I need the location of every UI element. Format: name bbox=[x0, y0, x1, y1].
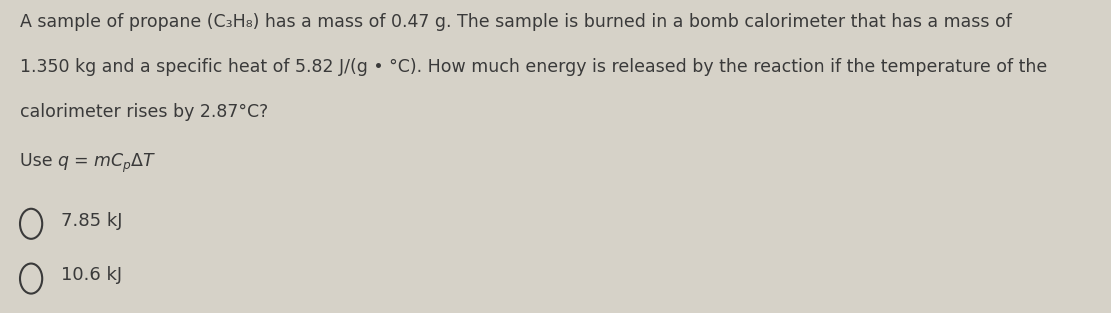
Text: calorimeter rises by 2.87°C?: calorimeter rises by 2.87°C? bbox=[20, 103, 268, 121]
Text: A sample of propane (C₃H₈) has a mass of 0.47 g. The sample is burned in a bomb : A sample of propane (C₃H₈) has a mass of… bbox=[20, 13, 1012, 31]
Text: Use: Use bbox=[20, 152, 58, 170]
Text: 10.6 kJ: 10.6 kJ bbox=[61, 266, 122, 285]
Text: 7.85 kJ: 7.85 kJ bbox=[61, 212, 122, 230]
Text: $\mathit{q}$ = $\mathit{mC_p\Delta T}$: $\mathit{q}$ = $\mathit{mC_p\Delta T}$ bbox=[57, 152, 157, 175]
Text: 1.350 kg and a specific heat of 5.82 J/(g • °C). How much energy is released by : 1.350 kg and a specific heat of 5.82 J/(… bbox=[20, 58, 1048, 76]
